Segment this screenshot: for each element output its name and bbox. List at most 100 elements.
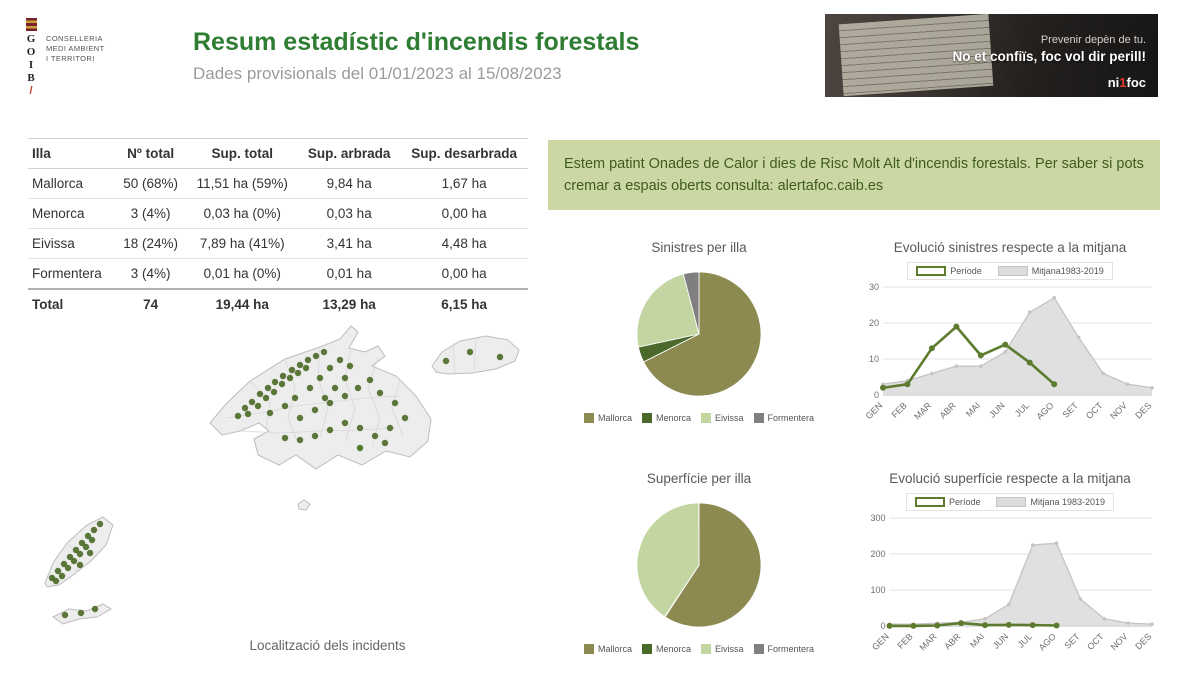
logo-letter: G — [26, 33, 36, 45]
legend-swatch — [753, 644, 764, 654]
logo-slash: / — [29, 85, 33, 97]
table-row: Menorca 3 (4%) 0,03 ha (0%) 0,03 ha 0,00 ha — [28, 198, 528, 229]
svg-text:NOV: NOV — [1108, 400, 1129, 421]
column-header: Sup. total — [186, 138, 299, 169]
pie-superficie-block: Superfície per illa Mallorca Menorca Eivis… — [556, 471, 842, 654]
table-cell: 4,48 ha — [400, 228, 528, 259]
table-row: Mallorca 50 (68%) 11,51 ha (59%) 9,84 ha 1,6… — [28, 168, 528, 199]
svg-text:GEN: GEN — [870, 631, 891, 652]
cabrera-island — [297, 499, 311, 511]
pie-superficie-title: Superfície per illa — [646, 471, 752, 486]
column-header: Sup. arbrada — [298, 138, 401, 169]
logo-letter: B — [27, 72, 35, 84]
goib-emblem-icon — [25, 18, 37, 31]
line-sinistres-chart: 0 10 20 30 GEN FEB MAR ABR MAI JUN JUL AGO SET OCT NOV… — [860, 281, 1160, 438]
svg-text:JUN: JUN — [987, 400, 1006, 419]
line-superficie-title: Evolució superfície respecte a la mitjan… — [889, 471, 1131, 486]
column-header: Illa — [28, 138, 115, 169]
table-header-row: Illa Nº total Sup. total Sup. arbrada Sup. d… — [28, 138, 528, 169]
table-cell: 0,01 ha (0%) — [186, 258, 299, 290]
table-row: Eivissa 18 (24%) 7,89 ha (41%) 3,41 ha 4,48 … — [28, 228, 528, 259]
legend-item: Eivissa — [700, 644, 744, 654]
column-header: Nº total — [114, 138, 187, 169]
table-cell: 0,00 ha — [400, 258, 528, 290]
svg-text:JUN: JUN — [991, 631, 1010, 650]
svg-text:ABR: ABR — [938, 400, 959, 421]
svg-text:MAI: MAI — [968, 631, 986, 649]
table-cell: Formentera — [28, 258, 115, 290]
department-line: MEDI AMBIENT — [46, 44, 105, 53]
legend-item: Mitjana1983-2019 — [997, 266, 1104, 276]
department-line: I TERRITORI — [46, 54, 95, 63]
table-cell: 3 (4%) — [114, 258, 187, 290]
table-cell: Mallorca — [28, 168, 115, 199]
table-cell: Menorca — [28, 198, 115, 229]
table-total-row: Total 74 19,44 ha 13,29 ha 6,15 ha — [28, 288, 528, 319]
line-sinistres-block: Evolució sinistres respecte a la mitjana… — [860, 240, 1160, 438]
pie-superficie-legend: Mallorca Menorca Eivissa Formentera — [556, 644, 842, 654]
legend-item: Període — [914, 497, 980, 507]
logo-letter: O — [26, 46, 36, 58]
svg-text:DES: DES — [1133, 631, 1153, 651]
legend-item: Menorca — [641, 644, 691, 654]
svg-text:MAR: MAR — [912, 400, 934, 422]
table-cell: 0,00 ha — [400, 198, 528, 229]
svg-text:ABR: ABR — [942, 631, 963, 652]
prevention-banner: Prevenir depèn de tu. No et confiïs, foc… — [825, 14, 1158, 97]
eivissa-formentera-map — [44, 516, 114, 625]
legend-item: Formentera — [753, 644, 814, 654]
legend-swatch — [583, 413, 594, 423]
line-superficie-block: Evolució superfície respecte a la mitjan… — [860, 471, 1160, 669]
incendis-stats-table: Illa Nº total Sup. total Sup. arbrada Sup. d… — [28, 138, 528, 319]
table-cell: 50 (68%) — [114, 168, 187, 199]
table-cell: 0,01 ha — [298, 258, 401, 290]
svg-text:JUL: JUL — [1013, 400, 1031, 418]
pie-sinistres-chart — [556, 264, 842, 404]
table-cell: 3,41 ha — [298, 228, 401, 259]
ni1foc-logo: ni1foc — [1107, 75, 1146, 90]
svg-text:JUL: JUL — [1016, 631, 1034, 649]
svg-text:AGO: AGO — [1034, 400, 1055, 421]
pie-superficie-chart — [556, 495, 842, 635]
total-cell: Total — [28, 288, 115, 319]
line-sinistres-legend: Període Mitjana1983-2019 — [907, 262, 1113, 280]
table-cell: 3 (4%) — [114, 198, 187, 229]
department-name: CONSELLERIA MEDI AMBIENT I TERRITORI — [46, 18, 105, 98]
header: Resum estadístic d'incendis forestals Da… — [193, 28, 639, 84]
banner-text: Prevenir depèn de tu. No et confiïs, foc… — [952, 34, 1146, 64]
svg-text:GEN: GEN — [864, 400, 885, 421]
table-cell: 1,67 ha — [400, 168, 528, 199]
legend-swatch — [753, 413, 764, 423]
legend-swatch — [997, 266, 1028, 276]
pie-sinistres-block: Sinistres per illa Mallorca Menorca Eiviss… — [556, 240, 842, 423]
goib-letters: G O I B / — [24, 18, 38, 98]
legend-item: Mallorca — [583, 644, 632, 654]
map-caption: Localització dels incidents — [249, 638, 406, 653]
notice-text: Estem patint Onades de Calor i dies de R… — [564, 156, 1144, 194]
mallorca-map — [209, 325, 432, 511]
table-cell: 11,51 ha (59%) — [186, 168, 299, 199]
table-cell: 9,84 ha — [298, 168, 401, 199]
total-cell: 6,15 ha — [400, 288, 528, 319]
alertafoc-link[interactable]: alertafoc.caib.es — [777, 178, 884, 194]
column-header: Sup. desarbrada — [400, 138, 528, 169]
line-superficie-legend: Període Mitjana 1983-2019 — [905, 493, 1115, 511]
legend-swatch — [914, 497, 945, 507]
svg-text:0: 0 — [880, 621, 885, 631]
total-cell: 13,29 ha — [298, 288, 401, 319]
legend-item: Mitjana 1983-2019 — [996, 497, 1105, 507]
svg-text:MAR: MAR — [917, 631, 939, 653]
goib-logo: G O I B / CONSELLERIA MEDI AMBIENT I TER… — [24, 18, 105, 98]
svg-text:100: 100 — [870, 585, 885, 595]
table-cell: 0,03 ha — [298, 198, 401, 229]
logo-letter: I — [28, 59, 34, 71]
legend-item: Menorca — [641, 413, 691, 423]
legend-item: Formentera — [753, 413, 814, 423]
legend-swatch — [700, 413, 711, 423]
svg-text:10: 10 — [869, 354, 879, 364]
banner-slogan-main: No et confiïs, foc vol dir perill! — [952, 49, 1146, 64]
svg-text:0: 0 — [874, 390, 879, 400]
table-cell: 7,89 ha (41%) — [186, 228, 299, 259]
legend-swatch — [916, 266, 947, 276]
